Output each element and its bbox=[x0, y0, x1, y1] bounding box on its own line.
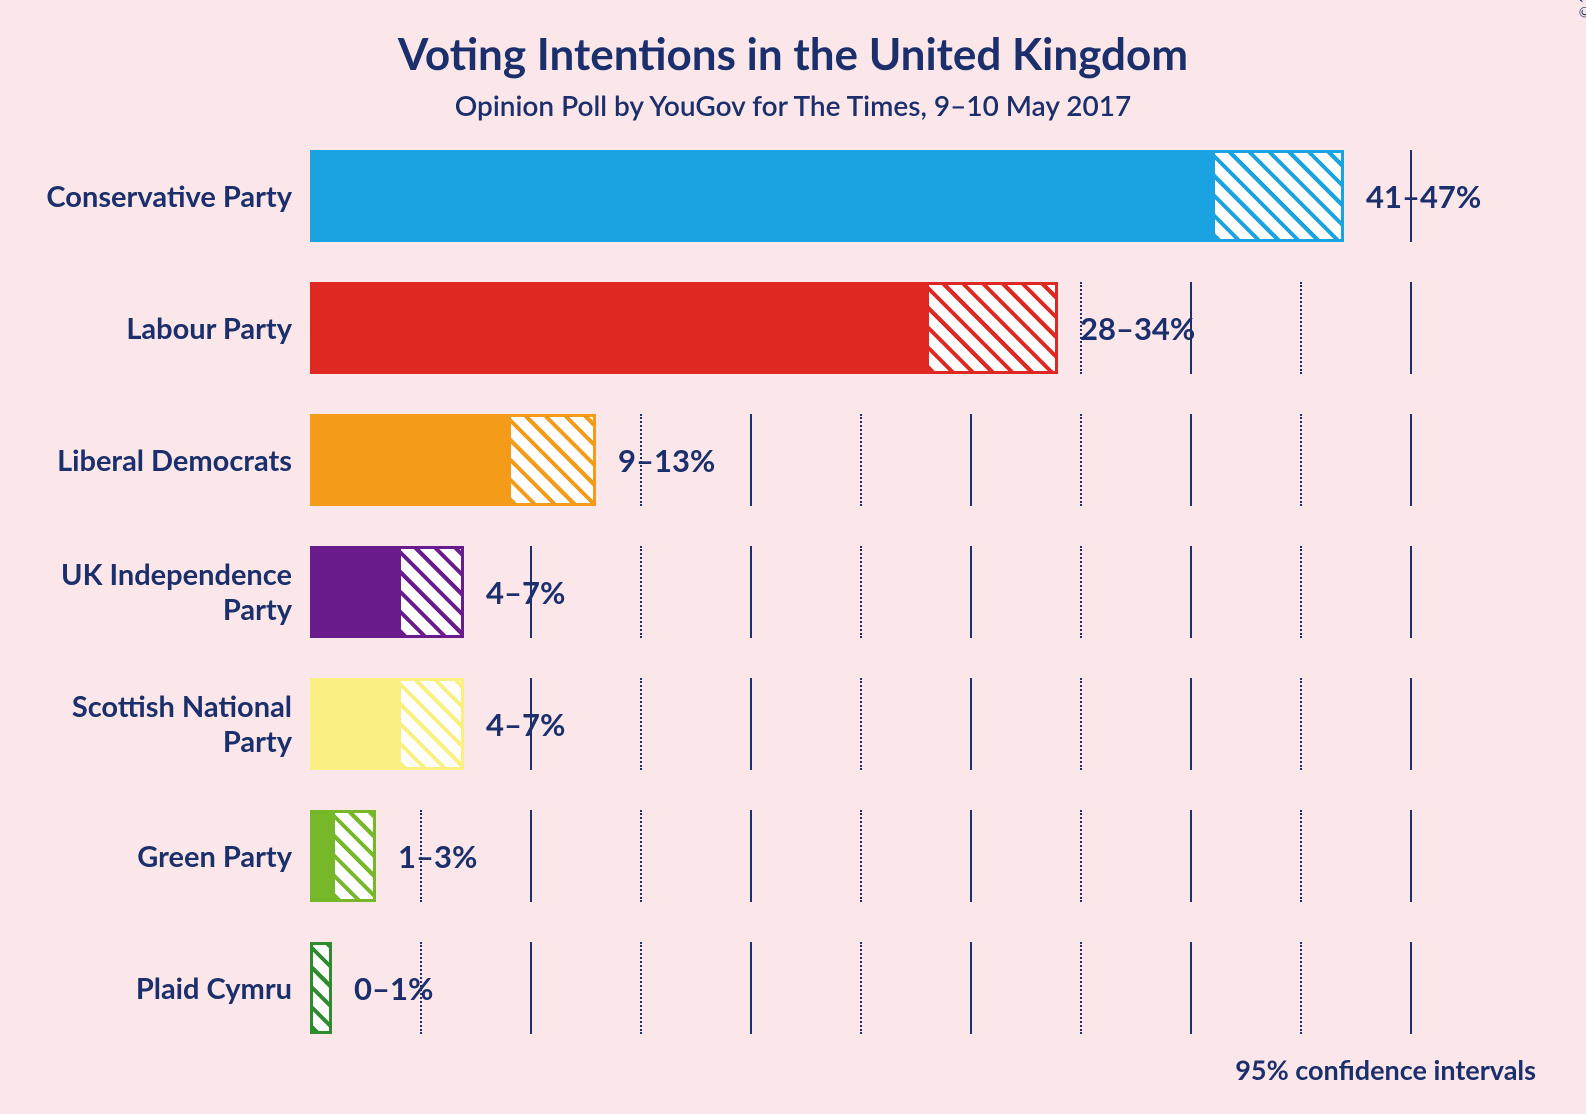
bar-hatch bbox=[332, 810, 376, 902]
plot-cell: 41–47% bbox=[310, 150, 1410, 242]
bar-wrap bbox=[310, 942, 332, 1034]
bar-row: Labour Party 28–34% bbox=[0, 282, 1586, 374]
bar-wrap bbox=[310, 150, 1344, 242]
chart-canvas: Voting Intentions in the United Kingdom … bbox=[0, 0, 1586, 1114]
plot-cell: 9–13% bbox=[310, 414, 1410, 506]
gridlines bbox=[310, 942, 1410, 1034]
bar-row: Conservative Party41–47% bbox=[0, 150, 1586, 242]
value-label: 1–3% bbox=[398, 837, 477, 875]
confidence-note: 95% confidence intervals bbox=[1235, 1053, 1536, 1086]
bar-hatch bbox=[1212, 150, 1344, 242]
bar-hatch bbox=[926, 282, 1058, 374]
bar-wrap bbox=[310, 282, 1058, 374]
party-label: Conservative Party bbox=[0, 179, 310, 214]
value-label: 9–13% bbox=[618, 441, 715, 479]
bar-wrap bbox=[310, 810, 376, 902]
bar-hatch bbox=[398, 678, 464, 770]
bar-wrap bbox=[310, 414, 596, 506]
bar-solid bbox=[310, 150, 1212, 242]
bar-solid bbox=[310, 546, 398, 638]
plot-cell: 4–7% bbox=[310, 546, 1410, 638]
bar-chart: Conservative Party41–47%Labour Party28–3… bbox=[0, 150, 1586, 1074]
bar-solid bbox=[310, 414, 508, 506]
value-label: 4–7% bbox=[486, 573, 565, 611]
plot-cell: 0–1% bbox=[310, 942, 1410, 1034]
bar-hatch bbox=[310, 942, 332, 1034]
bar-solid bbox=[310, 678, 398, 770]
plot-cell: 28–34% bbox=[310, 282, 1410, 374]
value-label: 4–7% bbox=[486, 705, 565, 743]
bar-row: Plaid Cymru 0–1% bbox=[0, 942, 1586, 1034]
party-label: Liberal Democrats bbox=[0, 443, 310, 478]
bar-solid bbox=[310, 810, 332, 902]
value-label: 0–1% bbox=[354, 969, 433, 1007]
party-label: Green Party bbox=[0, 839, 310, 874]
bar-wrap bbox=[310, 678, 464, 770]
bar-solid bbox=[310, 282, 926, 374]
bar-hatch bbox=[398, 546, 464, 638]
party-label: UK Independence Party bbox=[0, 557, 310, 627]
party-label: Scottish National Party bbox=[0, 689, 310, 759]
gridlines bbox=[310, 546, 1410, 638]
bar-row: UK Independence Party 4–7% bbox=[0, 546, 1586, 638]
bar-row: Scottish National Party 4–7% bbox=[0, 678, 1586, 770]
plot-cell: 1–3% bbox=[310, 810, 1410, 902]
chart-title: Voting Intentions in the United Kingdom bbox=[0, 28, 1586, 80]
chart-subtitle: Opinion Poll by YouGov for The Times, 9–… bbox=[0, 88, 1586, 122]
value-label: 41–47% bbox=[1366, 177, 1481, 215]
value-label: 28–34% bbox=[1080, 309, 1195, 347]
party-label: Plaid Cymru bbox=[0, 971, 310, 1006]
bar-row: Green Party 1–3% bbox=[0, 810, 1586, 902]
gridlines bbox=[310, 678, 1410, 770]
bar-wrap bbox=[310, 546, 464, 638]
bar-row: Liberal Democrats 9–13% bbox=[0, 414, 1586, 506]
party-label: Labour Party bbox=[0, 311, 310, 346]
plot-cell: 4–7% bbox=[310, 678, 1410, 770]
bar-hatch bbox=[508, 414, 596, 506]
